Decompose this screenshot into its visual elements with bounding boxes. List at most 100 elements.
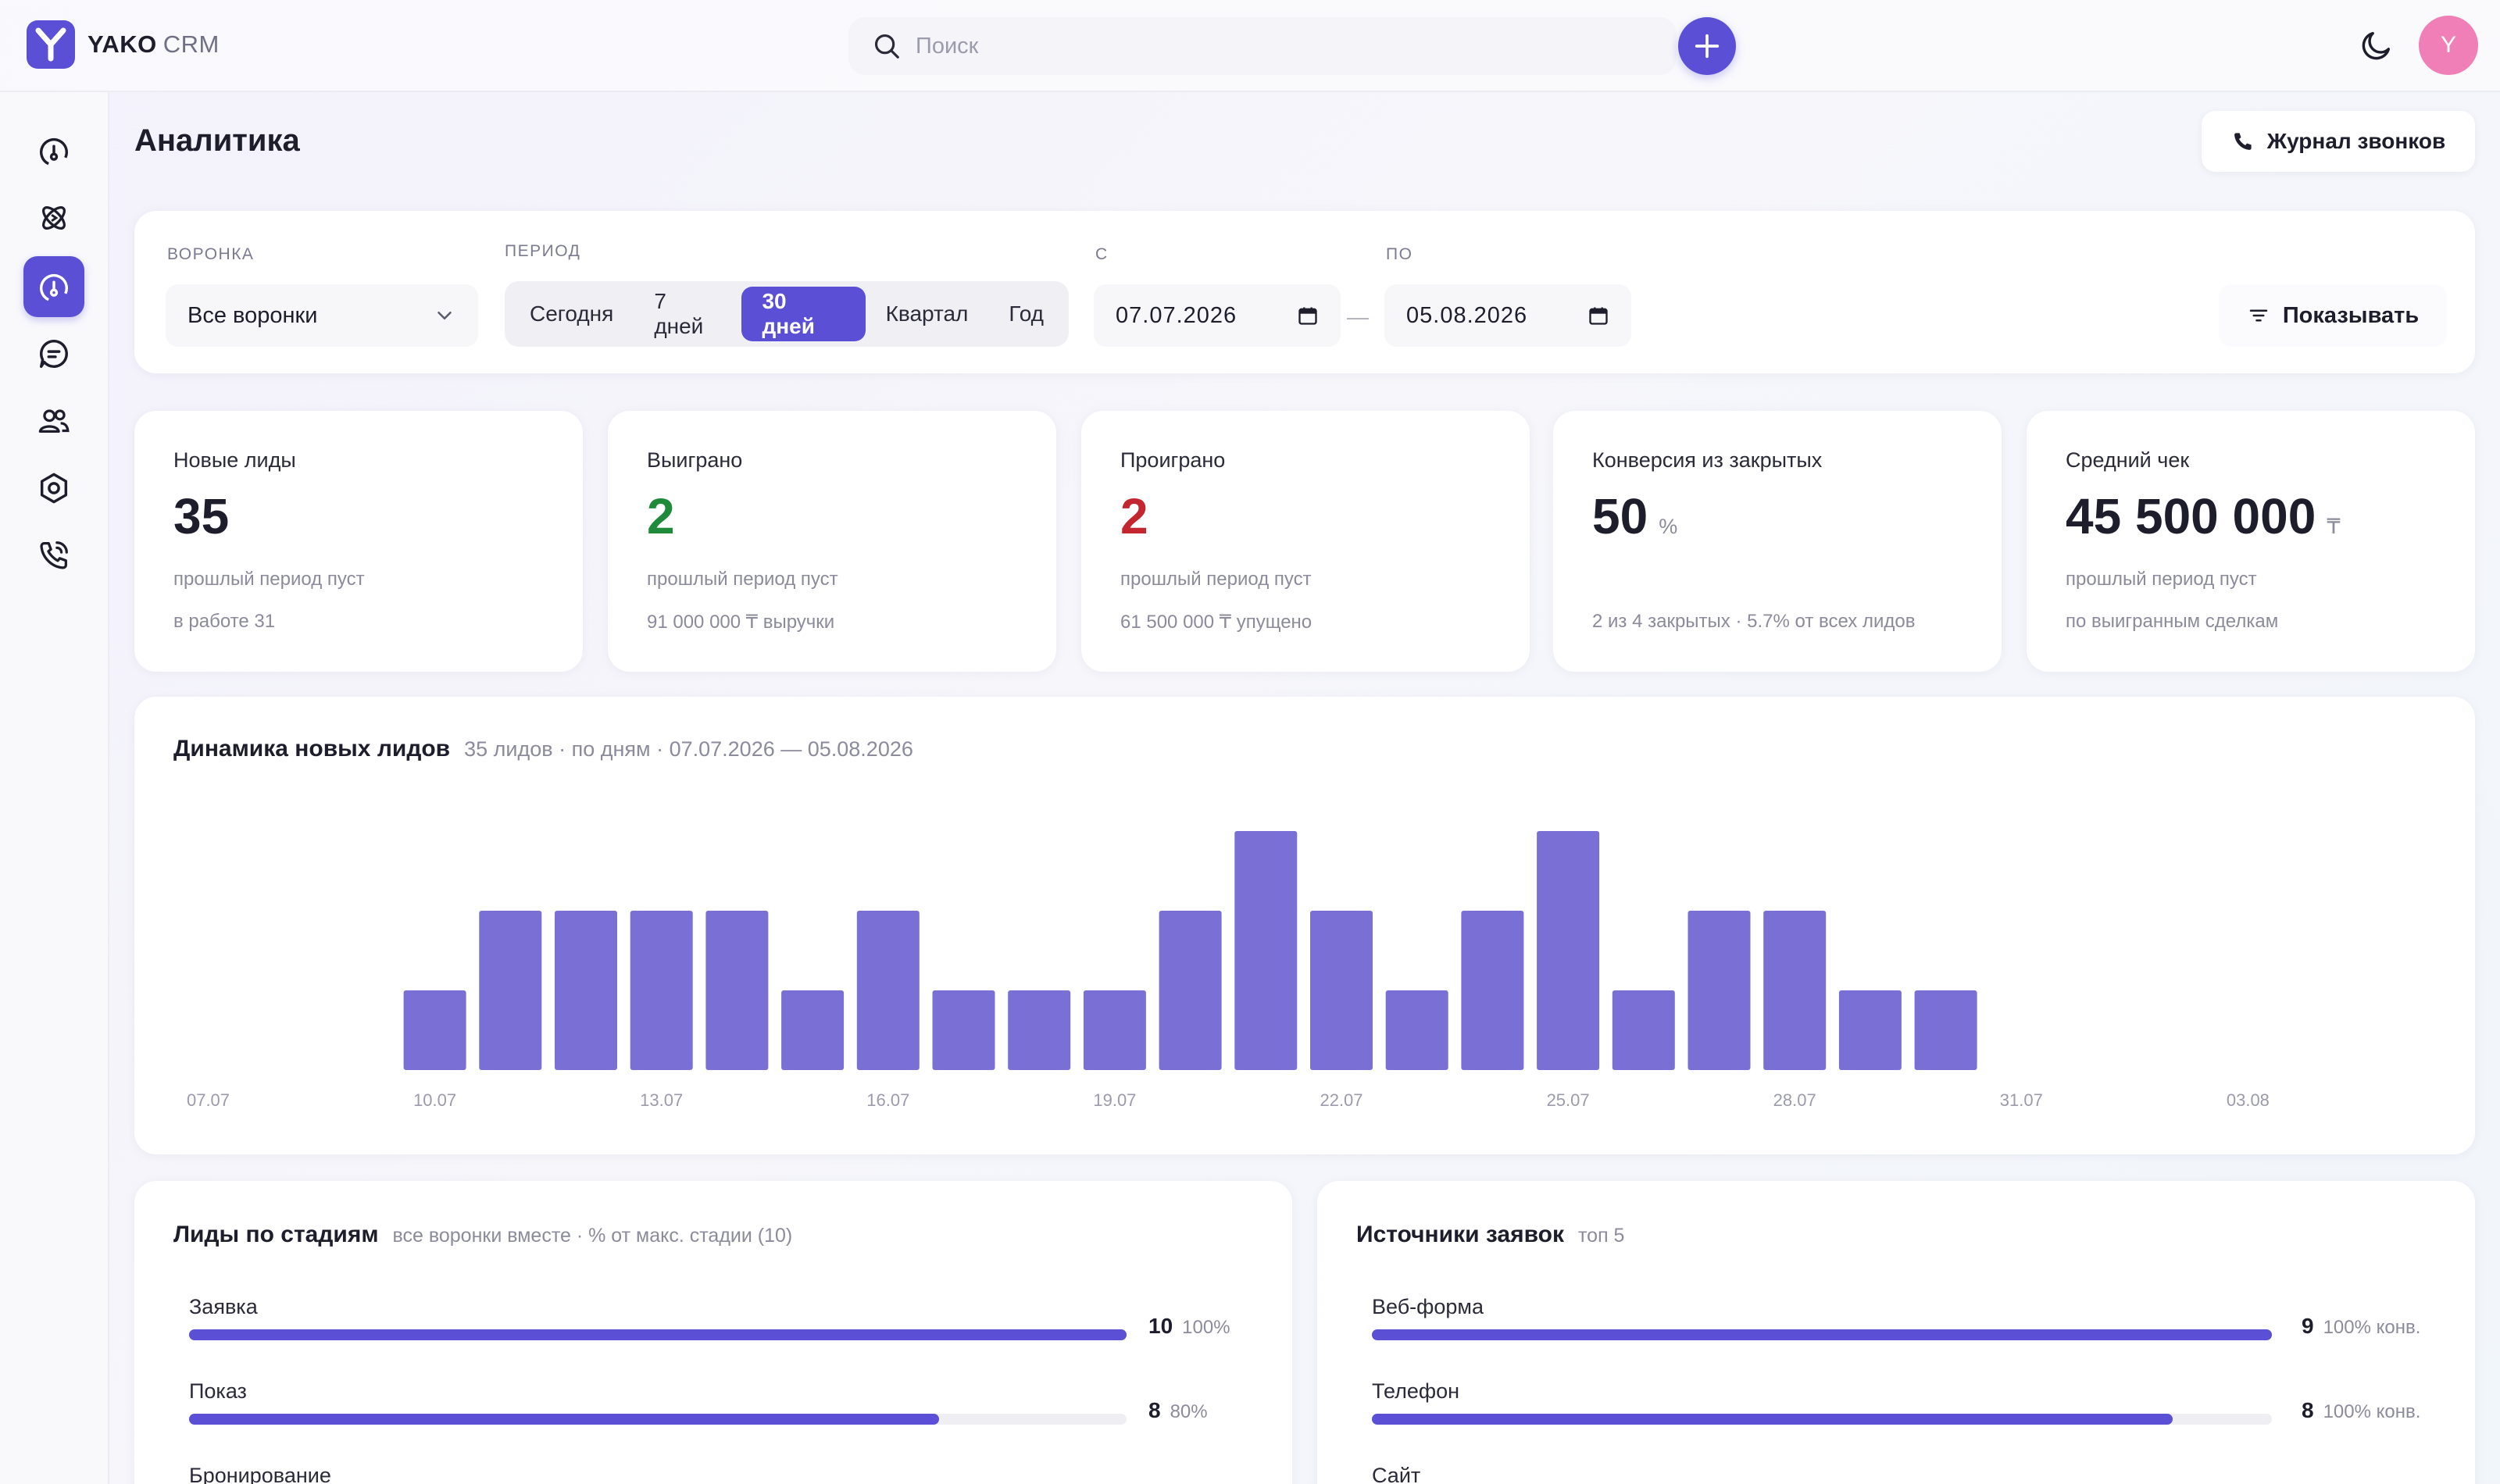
source-row: Сайт: [1372, 1464, 2272, 1484]
period-option[interactable]: Сегодня: [530, 301, 614, 326]
row-value-group: 10 100%: [1148, 1314, 1230, 1339]
x-tick-label: 31.07: [2000, 1090, 2043, 1110]
sidebar-item-deals[interactable]: [23, 187, 84, 248]
x-tick-label: 13.07: [640, 1090, 683, 1110]
chart-bar-18.07[interactable]: [1008, 990, 1071, 1070]
kpi-detail: 91 000 000 ₸ выручки: [647, 612, 835, 633]
chart-subtitle: 35 лидов · по дням · 07.07.2026 — 05.08.…: [464, 737, 913, 761]
kpi-value-row: 50%: [1592, 487, 1677, 545]
stages-title-row: Лиды по стадиям все воронки вместе · % о…: [173, 1222, 792, 1248]
top-bar: YAKO CRM Поиск Y: [0, 0, 2500, 92]
kpi-comparison: прошлый период пуст: [2066, 569, 2257, 590]
phone-calls-icon: [40, 541, 68, 569]
chart-bar-20.07[interactable]: [1159, 911, 1222, 1070]
app-logo[interactable]: YAKO CRM: [27, 20, 220, 69]
kpi-label: Конверсия из закрытых: [1592, 448, 1823, 472]
sidebar-item-dashboard[interactable]: [23, 120, 84, 181]
chart-bar-22.07[interactable]: [1310, 911, 1373, 1070]
new-leads-chart-card: Динамика новых лидов 35 лидов · по дням …: [134, 697, 2475, 1154]
kpi-value-row: 2: [647, 487, 675, 545]
row-value-group: 9 100% конв.: [2302, 1314, 2420, 1339]
x-tick-label: 16.07: [866, 1090, 909, 1110]
chart-bar-25.07[interactable]: [1537, 831, 1600, 1070]
progress-fill: [189, 1414, 939, 1425]
chart-bar-16.07[interactable]: [856, 911, 920, 1070]
kpi-value: 45 500 000: [2066, 488, 2316, 544]
kpi-detail: по выигранным сделкам: [2066, 611, 2279, 632]
chart-bar-19.07[interactable]: [1083, 990, 1146, 1070]
chart-bar-23.07[interactable]: [1385, 990, 1448, 1070]
add-button[interactable]: [1678, 17, 1736, 75]
contacts-people-icon: [38, 409, 70, 433]
stage-row: Заявка 10 100%: [189, 1295, 1230, 1340]
stage-row: Бронирование: [189, 1464, 1127, 1484]
row-value-group: 8 80%: [1148, 1398, 1208, 1423]
chart-bar-10.07[interactable]: [403, 990, 466, 1070]
call-log-button[interactable]: Журнал звонков: [2202, 111, 2475, 172]
sidebar-item-chat[interactable]: [23, 323, 84, 384]
row-value: 8: [2302, 1398, 2314, 1422]
chart-bar-11.07[interactable]: [479, 911, 542, 1070]
x-tick-label: 10.07: [413, 1090, 456, 1110]
date-range-dash: —: [1347, 305, 1369, 329]
progress-fill: [1372, 1329, 2272, 1340]
from-date-label: С: [1095, 245, 1109, 263]
chart-bar-14.07[interactable]: [705, 911, 769, 1070]
funnel-select-value: Все воронки: [188, 302, 318, 328]
chevron-down-icon: [438, 312, 452, 319]
sources-title: Источники заявок: [1356, 1222, 1564, 1247]
chart-bar-13.07[interactable]: [630, 911, 693, 1070]
search-icon: [874, 34, 899, 59]
sidebar-item-calls[interactable]: [23, 525, 84, 586]
kpi-detail: 61 500 000 ₸ упущено: [1120, 612, 1312, 633]
period-option[interactable]: 7 дней: [654, 289, 704, 338]
source-row: Телефон 8 100% конв.: [1372, 1379, 2420, 1425]
chart-bar-28.07[interactable]: [1763, 911, 1827, 1070]
kpi-value: 2: [647, 488, 675, 544]
chart-bar-29.07[interactable]: [1838, 990, 1902, 1070]
period-option[interactable]: 30 дней: [741, 287, 866, 341]
sources-subtitle: топ 5: [1578, 1225, 1625, 1247]
kpi-comparison: прошлый период пуст: [173, 569, 365, 590]
search-input[interactable]: Поиск: [848, 17, 1677, 75]
filter-lines-icon: [2249, 309, 2268, 322]
row-label: Веб-форма: [1372, 1295, 1484, 1318]
kpi-unit: %: [1659, 515, 1678, 538]
sidebar-item-contacts[interactable]: [23, 391, 84, 451]
logo-mark: [27, 20, 75, 69]
moon-icon: [2362, 31, 2391, 60]
call-log-label: Журнал звонков: [2266, 129, 2446, 153]
period-option[interactable]: Год: [1009, 301, 1044, 326]
kpi-label: Новые лиды: [173, 448, 296, 472]
chart-bar-12.07[interactable]: [555, 911, 617, 1070]
sidebar-item-analytics[interactable]: [23, 256, 84, 317]
avatar[interactable]: Y: [2419, 16, 2478, 75]
show-button[interactable]: Показывать: [2219, 284, 2447, 347]
progress-fill: [1372, 1414, 2173, 1425]
from-date-input[interactable]: 07.07.2026: [1094, 284, 1341, 347]
brand-light: CRM: [162, 30, 220, 58]
to-date-input[interactable]: 05.08.2026: [1384, 284, 1631, 347]
chart-bar-24.07[interactable]: [1461, 911, 1524, 1070]
funnel-select[interactable]: Все воронки: [166, 284, 478, 347]
show-button-label: Показывать: [2282, 302, 2420, 328]
kpi-detail: 2 из 4 закрытых · 5.7% от всех лидов: [1592, 611, 1916, 632]
phone-icon: [2234, 133, 2252, 150]
chart-bar-30.07[interactable]: [1914, 990, 1977, 1070]
x-tick-label: 25.07: [1547, 1090, 1590, 1110]
kpi-card-average-check: Средний чек 45 500 000 ₸ прошлый период пус…: [2027, 411, 2475, 672]
progress-fill: [189, 1329, 1127, 1340]
row-value: 10: [1148, 1314, 1173, 1338]
theme-toggle-button[interactable]: [2355, 23, 2398, 67]
chart-bar-26.07[interactable]: [1612, 990, 1675, 1070]
sidebar-item-settings[interactable]: [23, 458, 84, 519]
chart-bar-21.07[interactable]: [1234, 831, 1298, 1070]
period-option[interactable]: Квартал: [885, 301, 969, 326]
funnel-label: ВОРОНКА: [167, 245, 255, 263]
chart-bar-15.07[interactable]: [781, 990, 845, 1070]
kpi-unit: ₸: [2327, 515, 2341, 538]
kpi-card-new-leads: Новые лиды 35 прошлый период пуст в работе …: [134, 411, 583, 672]
chart-bar-17.07[interactable]: [932, 990, 995, 1070]
chart-bar-27.07[interactable]: [1688, 911, 1751, 1070]
kpi-card-won: Выиграно 2 прошлый период пуст 91 000 000 ₸…: [608, 411, 1056, 672]
